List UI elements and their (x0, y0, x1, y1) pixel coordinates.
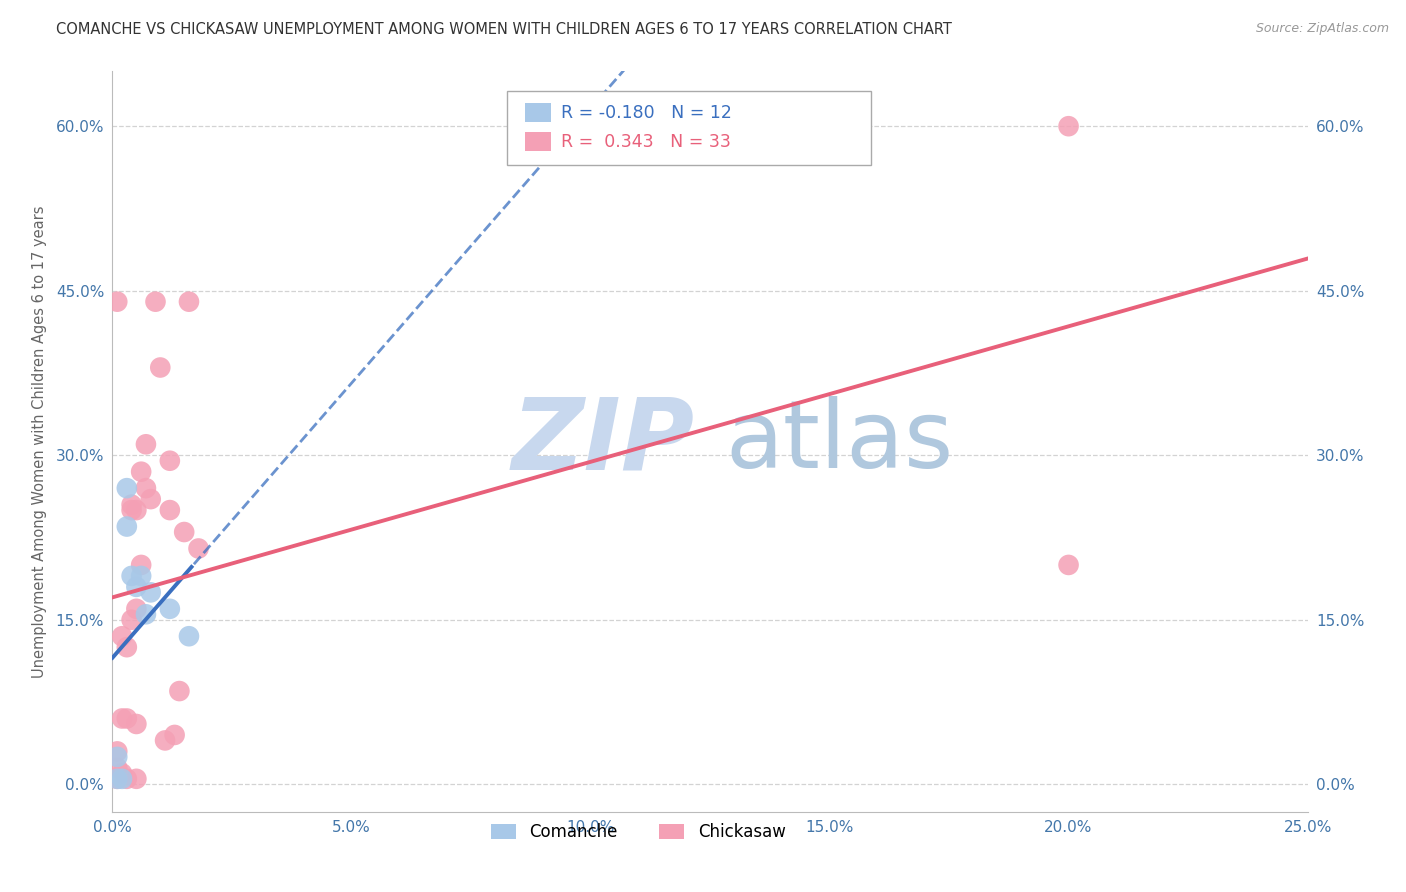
Point (115, 711, 138, 725)
Point (159, 602, 181, 616)
Point (163, 728, 186, 742)
Point (115, 519, 138, 533)
Point (105, 294, 128, 309)
Text: R = -0.180   N = 12: R = -0.180 N = 12 (561, 103, 731, 122)
Point (129, 569, 152, 583)
Text: COMANCHE VS CHICKASAW UNEMPLOYMENT AMONG WOMEN WITH CHILDREN AGES 6 TO 17 YEARS : COMANCHE VS CHICKASAW UNEMPLOYMENT AMONG… (56, 22, 952, 37)
Point (111, 772, 134, 786)
Y-axis label: Unemployment Among Women with Children Ages 6 to 17 years: Unemployment Among Women with Children A… (32, 205, 48, 678)
Text: R =  0.343   N = 33: R = 0.343 N = 33 (561, 133, 731, 151)
Point (111, 766, 134, 780)
Point (159, 503, 181, 517)
Point (105, 772, 128, 786)
Point (121, 613, 143, 627)
FancyBboxPatch shape (508, 91, 872, 165)
Point (169, 684, 191, 698)
Point (1057, 558, 1080, 572)
Point (135, 607, 157, 622)
Point (121, 503, 143, 517)
Point (115, 772, 138, 786)
Point (177, 629, 200, 643)
Point (105, 750, 128, 764)
Point (159, 454, 181, 468)
Text: ZIP: ZIP (512, 393, 695, 490)
Point (111, 711, 134, 725)
Point (145, 294, 167, 309)
Point (121, 498, 143, 512)
Point (139, 492, 162, 507)
Point (135, 437, 157, 451)
Point (115, 640, 138, 655)
Text: atlas: atlas (725, 395, 953, 488)
Point (125, 602, 148, 616)
Point (1057, 119, 1080, 133)
Text: Source: ZipAtlas.com: Source: ZipAtlas.com (1256, 22, 1389, 36)
Point (173, 524, 195, 539)
Point (153, 733, 176, 747)
Point (105, 761, 128, 775)
Point (187, 541, 209, 556)
Legend: Comanche, Chickasaw: Comanche, Chickasaw (484, 816, 793, 847)
Point (115, 481, 138, 495)
Point (105, 772, 128, 786)
Point (135, 481, 157, 495)
Point (125, 772, 148, 786)
Point (125, 503, 148, 517)
FancyBboxPatch shape (524, 103, 551, 122)
Point (111, 629, 134, 643)
Point (105, 744, 128, 758)
Point (121, 569, 143, 583)
Point (139, 585, 162, 599)
Point (129, 465, 152, 479)
FancyBboxPatch shape (524, 132, 551, 152)
Point (125, 717, 148, 731)
Point (125, 580, 148, 594)
Point (129, 558, 152, 572)
Point (177, 294, 200, 309)
Point (149, 360, 172, 375)
